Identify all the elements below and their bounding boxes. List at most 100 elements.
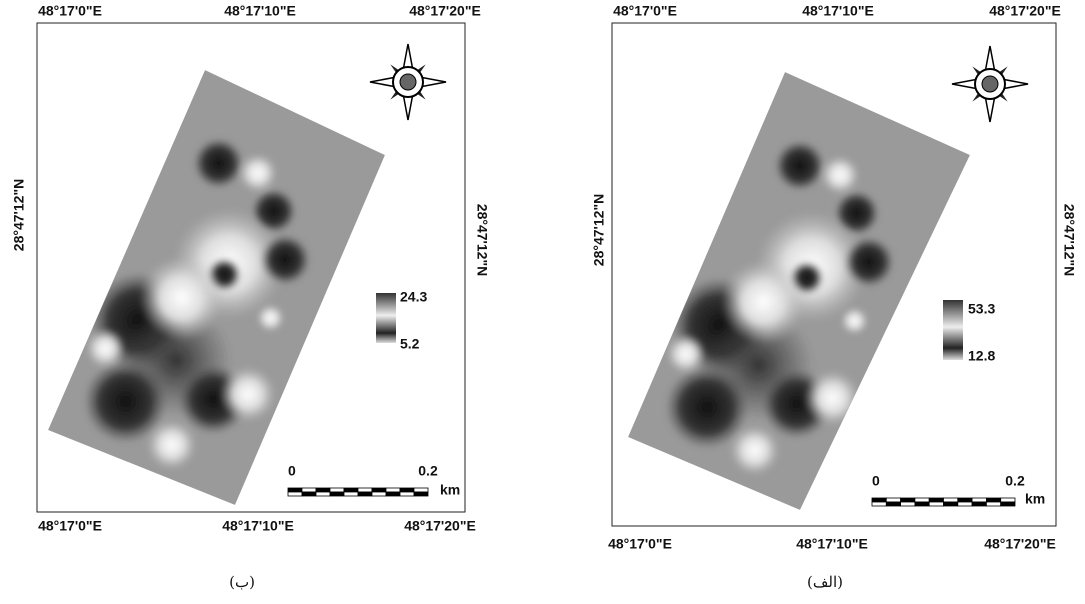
scale-segment bbox=[1000, 501, 1016, 507]
raster bbox=[628, 72, 970, 510]
north-arrow bbox=[369, 43, 447, 121]
top-coordinate: 48°17'10"E bbox=[224, 3, 296, 19]
raster bbox=[48, 70, 385, 505]
scale-segment bbox=[971, 501, 987, 507]
scale-segment bbox=[329, 487, 345, 493]
scale-segment bbox=[900, 501, 916, 507]
scale-segment bbox=[871, 497, 887, 503]
scale-start: 0 bbox=[872, 473, 880, 489]
scale-segment bbox=[357, 491, 373, 497]
legend-min: 12.8 bbox=[968, 348, 995, 364]
raster-blob bbox=[193, 138, 244, 189]
top-coordinate: 48°17'20"E bbox=[989, 3, 1061, 19]
scale-segment bbox=[343, 491, 359, 497]
scale-end: 0.2 bbox=[418, 463, 438, 479]
scale-segment bbox=[986, 501, 1002, 507]
scale-segment bbox=[957, 497, 973, 503]
raster-blobs bbox=[83, 138, 311, 471]
raster-blob bbox=[83, 359, 168, 444]
scale-segment bbox=[943, 501, 959, 507]
raster-blob bbox=[146, 419, 197, 471]
scale-segment bbox=[287, 487, 303, 493]
scale-segment bbox=[885, 497, 901, 503]
raster-blob bbox=[840, 306, 869, 335]
raster-blob bbox=[220, 366, 277, 423]
scale-segment bbox=[301, 487, 317, 493]
scale-segment bbox=[399, 487, 415, 493]
scale-segment bbox=[871, 501, 887, 507]
scale-unit: km bbox=[1025, 491, 1045, 507]
north-arrow bbox=[951, 45, 1029, 123]
scale-segment bbox=[287, 491, 303, 497]
raster-blob bbox=[666, 334, 706, 374]
raster-blobs bbox=[665, 140, 894, 476]
bottom-coordinate: 48°17'10"E bbox=[796, 536, 868, 552]
scale-segment bbox=[371, 487, 387, 493]
legend-max: 24.3 bbox=[400, 289, 427, 305]
bottom-coordinate: 48°17'0"E bbox=[38, 518, 102, 534]
scale-segment bbox=[343, 487, 359, 493]
scale-segment bbox=[371, 491, 387, 497]
scale-segment bbox=[329, 491, 345, 497]
raster-blob bbox=[774, 140, 826, 191]
bottom-coordinate: 48°17'20"E bbox=[404, 518, 476, 534]
raster-blob bbox=[729, 425, 780, 476]
legend-ramp bbox=[943, 300, 963, 360]
scale-end: 0.2 bbox=[1005, 473, 1025, 489]
scale-segment bbox=[971, 497, 987, 503]
top-coordinate: 48°17'20"E bbox=[409, 3, 481, 19]
scale-segment bbox=[1000, 497, 1016, 503]
map-panel: 48°17'0"E 48°17'10"E 48°17'20"E 48°17'0"E 48… bbox=[11, 3, 491, 591]
legend-ramp bbox=[376, 293, 396, 343]
scale-segment bbox=[885, 501, 901, 507]
scale-segment bbox=[385, 491, 401, 497]
legend-min: 5.2 bbox=[400, 336, 420, 352]
scale-segment bbox=[928, 497, 944, 503]
raster-blob bbox=[139, 255, 224, 340]
compass-ring bbox=[981, 75, 999, 93]
scale-segment bbox=[385, 487, 401, 493]
scale-segment bbox=[943, 497, 959, 503]
scale-segment bbox=[928, 501, 944, 507]
scale-segment bbox=[413, 487, 429, 493]
scale-start: 0 bbox=[288, 463, 296, 479]
scale-segment bbox=[900, 497, 916, 503]
scale-segment bbox=[315, 491, 331, 497]
raster-blob bbox=[259, 234, 311, 285]
bottom-coordinate: 48°17'0"E bbox=[608, 536, 672, 552]
bottom-coordinate: 48°17'10"E bbox=[222, 518, 294, 534]
raster-blob bbox=[238, 153, 278, 193]
scale-unit: km bbox=[440, 482, 460, 498]
map-frame bbox=[36, 22, 466, 513]
scale-segment bbox=[301, 491, 317, 497]
scale-segment bbox=[399, 491, 415, 497]
raster-blob bbox=[721, 259, 806, 344]
caption: (ب) bbox=[229, 573, 255, 591]
legend-max: 53.3 bbox=[968, 301, 995, 317]
scale-segment bbox=[413, 491, 429, 497]
compass-ring bbox=[399, 73, 417, 91]
map-panel: 48°17'0"E 48°17'10"E 48°17'20"E 48°17'0"E 48… bbox=[591, 3, 1078, 591]
right-coordinate: 28°47'12"N bbox=[1061, 204, 1077, 276]
raster-blob bbox=[804, 370, 861, 427]
top-coordinate: 48°17'0"E bbox=[38, 3, 102, 19]
left-coordinate: 28°47'12"N bbox=[11, 179, 27, 251]
scale-segment bbox=[357, 487, 373, 493]
top-coordinate: 48°17'0"E bbox=[613, 3, 677, 19]
scale-segment bbox=[315, 487, 331, 493]
top-coordinate: 48°17'10"E bbox=[802, 3, 874, 19]
raster-blob bbox=[820, 155, 860, 195]
caption: (الف) bbox=[807, 573, 843, 591]
scale-segment bbox=[986, 497, 1002, 503]
left-coordinate: 28°47'12"N bbox=[591, 194, 607, 266]
raster-blob bbox=[665, 365, 750, 450]
raster-blob bbox=[843, 236, 894, 288]
raster-blob bbox=[85, 328, 125, 369]
raster-blob bbox=[256, 304, 285, 332]
right-coordinate: 28°47'12"N bbox=[474, 204, 490, 276]
scale-segment bbox=[957, 501, 973, 507]
bottom-coordinate: 48°17'20"E bbox=[984, 536, 1056, 552]
scale-segment bbox=[914, 497, 930, 503]
scale-segment bbox=[914, 501, 930, 507]
